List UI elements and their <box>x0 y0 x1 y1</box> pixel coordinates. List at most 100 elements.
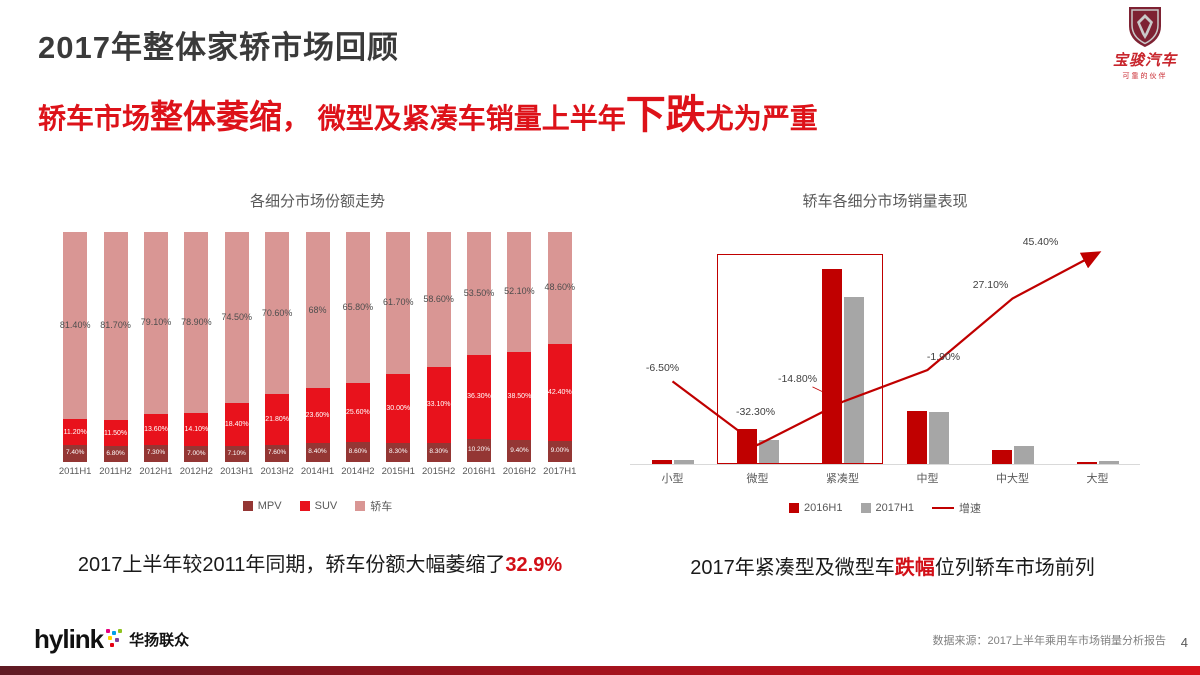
segment-value-label: 13.60% <box>144 426 168 434</box>
stack-segment-SUV: 30.00% <box>386 373 411 443</box>
x-axis-label: 2011H2 <box>99 466 132 477</box>
x-axis-label: 2015H1 <box>381 466 415 477</box>
segment-value-label: 79.10% <box>140 317 172 328</box>
legend-item-2017H1: 2017H1 <box>860 502 915 514</box>
segment-value-label: 53.50% <box>463 288 495 299</box>
segment-value-label: 65.80% <box>342 302 374 313</box>
stack-segment-轿车: 65.80% <box>343 232 373 384</box>
right-caption-suffix: 位列轿车市场前列 <box>934 557 1095 579</box>
growth-value-label: 27.10% <box>972 279 1009 292</box>
right-caption: 2017年紧凑型及微型车跌幅位列轿车市场前列 <box>635 551 1150 580</box>
stack-segment-MPV: 8.40% <box>305 442 330 462</box>
segment-value-label: 30.00% <box>386 404 411 412</box>
stack-segment-MPV: 8.30% <box>386 442 411 462</box>
x-axis-label: 2015H2 <box>422 466 456 477</box>
segment-sales-legend: 2016H1 2017H1 增速 <box>630 500 1140 516</box>
subtitle: 轿车市场整体萎缩， 微型及紧凑车销量上半年下跌尤为严重 <box>38 82 818 140</box>
bar-2016H1-小型 <box>651 459 672 464</box>
legend-swatch <box>242 501 253 511</box>
x-axis-label: 小型 <box>661 473 684 485</box>
stack-segment-轿车: 52.10% <box>504 232 535 352</box>
subtitle-part5: 尤为严重 <box>705 103 818 134</box>
stack-segment-SUV: 33.10% <box>426 366 451 443</box>
stack-segment-轿车: 48.60% <box>545 232 575 344</box>
stack-segment-轿车: 68% <box>305 232 330 389</box>
legend-label: 增速 <box>959 503 982 515</box>
segment-value-label: 6.80% <box>106 449 125 457</box>
segment-value-label: 10.20% <box>468 446 491 454</box>
segment-value-label: 70.60% <box>261 307 293 318</box>
stack-segment-SUV: 42.40% <box>547 343 572 442</box>
x-axis-label: 2012H2 <box>179 466 213 477</box>
segment-value-label: 68% <box>308 304 327 315</box>
legend-item-增速: 增速 <box>932 500 981 516</box>
subtitle-part3: ， 微型及紧凑车销量上半年 <box>282 103 626 134</box>
segment-value-label: 81.40% <box>59 320 91 331</box>
bar-2017H1-小型 <box>673 460 694 464</box>
segment-value-label: 33.10% <box>426 401 451 409</box>
brand-slogan: 可靠的伙伴 <box>1122 73 1168 80</box>
x-axis-label: 2013H1 <box>220 466 254 477</box>
segment-value-label: 7.30% <box>146 449 166 457</box>
growth-value-label: 45.40% <box>1022 236 1059 249</box>
x-axis-label: 2012H1 <box>139 466 173 477</box>
segment-sales-chart: 轿车各细分市场销量表现 2016H1 2017H1 增速 小型 微型 紧凑型 中型 中大型 大… <box>630 190 1140 530</box>
x-axis-label: 2016H2 <box>502 466 537 477</box>
legend-item-轿车: 轿车 <box>355 498 392 514</box>
highlight-box <box>717 254 883 464</box>
bar-2017H1-中大型 <box>1013 446 1034 464</box>
x-axis-label: 2016H1 <box>462 466 496 477</box>
segment-value-label: 18.40% <box>224 421 249 429</box>
x-axis-label: 2014H2 <box>341 466 375 477</box>
stack-segment-SUV: 38.50% <box>507 351 532 441</box>
bar-2016H1-大型 <box>1076 462 1097 464</box>
segment-value-label: 7.40% <box>65 449 85 457</box>
stack-segment-MPV: 7.00% <box>184 445 209 462</box>
stack-segment-MPV: 7.10% <box>224 445 249 462</box>
market-share-chart: 各细分市场份额走势 7.40% 11.20% 81.40% 6.80% 11.50% 81… <box>55 190 580 530</box>
legend-swatch <box>860 503 871 513</box>
segment-value-label: 8.30% <box>389 448 408 456</box>
x-axis-label: 中大型 <box>996 473 1029 485</box>
segment-value-label: 7.60% <box>267 449 287 457</box>
stack-segment-MPV: 7.60% <box>265 444 290 462</box>
segment-value-label: 78.90% <box>181 317 212 328</box>
x-axis-label: 2013H2 <box>260 466 294 477</box>
stack-segment-轿车: 81.70% <box>100 232 131 420</box>
market-share-plot: 7.40% 11.20% 81.40% 6.80% 11.50% 81.70% 7.30% 1… <box>55 232 580 462</box>
growth-value-label: -32.30% <box>735 406 776 418</box>
stack-segment-MPV: 10.20% <box>467 438 492 462</box>
market-share-chart-title: 各细分市场份额走势 <box>249 193 385 210</box>
segment-value-label: 61.70% <box>383 297 414 308</box>
stack-segment-SUV: 11.50% <box>103 419 128 447</box>
stack-segment-SUV: 11.20% <box>63 419 88 445</box>
segment-value-label: 42.40% <box>547 389 572 397</box>
stack-segment-轿车: 70.60% <box>262 232 292 395</box>
segment-value-label: 9.00% <box>550 447 570 455</box>
page-title: 2017年整体家轿市场回顾 <box>38 30 399 65</box>
legend-label: 2017H1 <box>875 502 915 514</box>
stack-segment-SUV: 23.60% <box>305 388 330 443</box>
segment-sales-plot <box>630 242 1140 465</box>
stack-segment-SUV: 21.80% <box>265 394 290 445</box>
bottom-accent-bar <box>0 666 1200 675</box>
segment-value-label: 9.40% <box>510 446 529 454</box>
subtitle-part1: 轿车市场 <box>38 103 151 134</box>
segment-value-label: 52.10% <box>504 286 535 297</box>
segment-value-label: 74.50% <box>221 312 252 323</box>
right-caption-text: 2017年紧凑型及微型车 <box>690 557 895 579</box>
bar-2017H1-中型 <box>928 412 949 464</box>
segment-value-label: 48.60% <box>544 282 576 293</box>
stack-segment-MPV: 9.00% <box>547 441 572 462</box>
baojun-shield-icon <box>1129 7 1161 47</box>
segment-value-label: 8.60% <box>348 447 368 455</box>
hylink-cn-name: 华扬联众 <box>129 632 190 649</box>
segment-value-label: 81.70% <box>100 320 131 331</box>
x-axis-line <box>630 464 1140 465</box>
stack-segment-MPV: 7.40% <box>63 444 88 462</box>
hylink-dots-icon <box>106 628 123 651</box>
left-caption: 2017上半年较2011年同期，轿车份额大幅萎缩了32.9% <box>40 548 600 577</box>
segment-value-label: 11.50% <box>103 429 128 437</box>
stack-segment-轿车: 78.90% <box>181 232 212 414</box>
page-number: 4 <box>1180 635 1188 650</box>
